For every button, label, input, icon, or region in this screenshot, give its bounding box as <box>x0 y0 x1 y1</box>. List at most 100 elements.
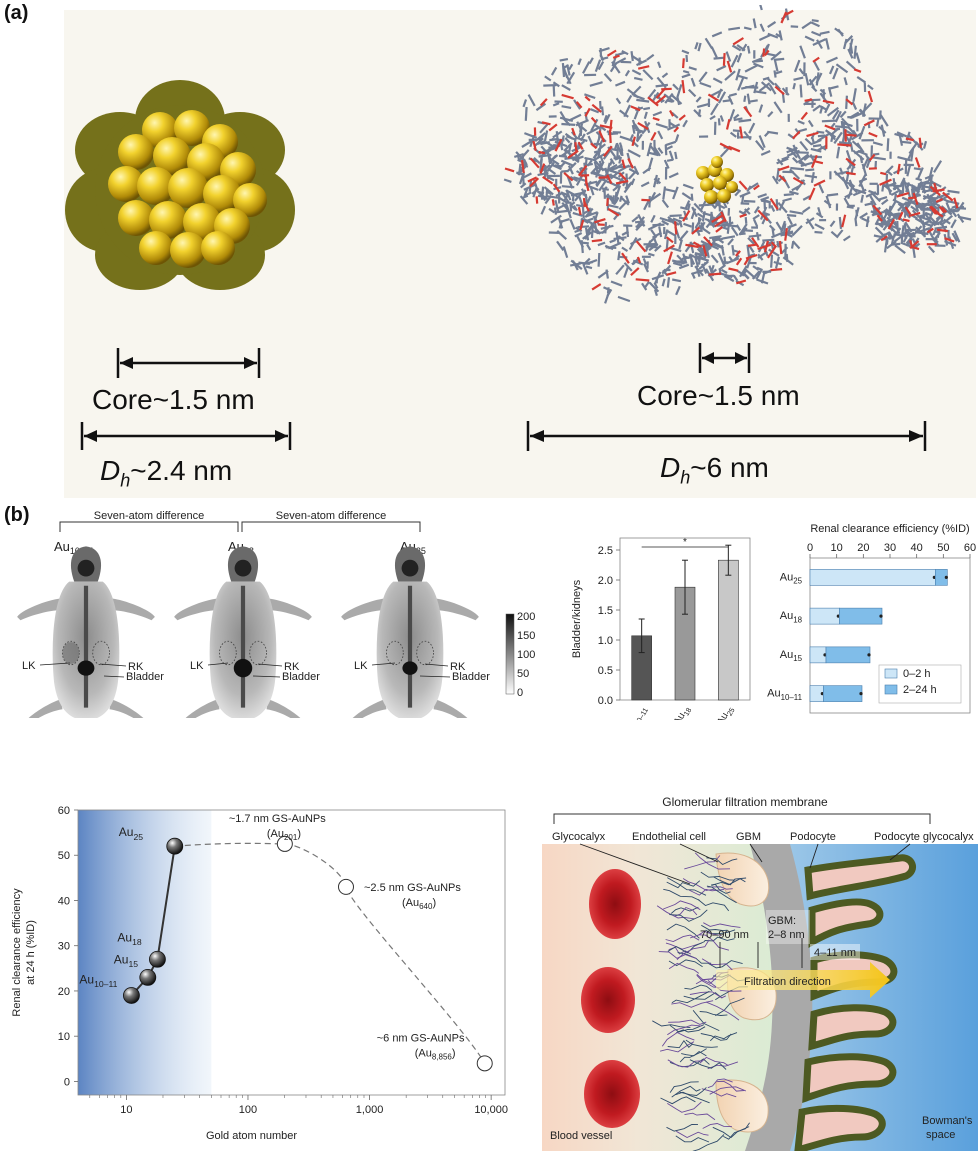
mouse-image-au10-11 <box>17 546 155 718</box>
x-tick-label: 1,000 <box>356 1104 384 1116</box>
core-size-label-right: Core~1.5 nm <box>637 380 800 411</box>
bladder-label-3: Bladder <box>452 671 490 683</box>
colorbar-tick-200: 200 <box>517 611 535 623</box>
data-point-label: Au25 <box>119 825 143 842</box>
colorbar-tick-150: 150 <box>517 630 535 642</box>
podocyte-glycocalyx-label: Podocyte glycocalyx <box>874 831 974 843</box>
fit-line-solid <box>130 846 176 997</box>
bowmans-space-label-line1: Bowman's <box>922 1115 973 1127</box>
y-tick-label: 20 <box>58 986 70 998</box>
y-tick-label: Au18 <box>780 610 803 624</box>
membrane-title: Glomerular filtration membrane <box>662 795 828 809</box>
y-tick-label: Au10–11 <box>767 688 802 702</box>
slit-size-label: 4–11 nm <box>814 947 856 959</box>
error-dot <box>879 614 883 618</box>
rk-label-2: RK <box>284 661 300 673</box>
endothelial-cell-label: Endothelial cell <box>632 831 706 843</box>
lk-label-3: LK <box>354 660 368 672</box>
bar-segment <box>823 685 863 702</box>
mouse-image-au18 <box>174 546 312 718</box>
mouse-image-au25 <box>341 546 479 718</box>
ligand-shell-structure <box>503 5 972 304</box>
significance-mark: * <box>683 537 687 548</box>
bar-segment <box>839 607 883 625</box>
blood-vessel-label: Blood vessel <box>550 1130 612 1142</box>
gold-cluster-small <box>65 80 295 290</box>
gbm-size-label-line2: 2–8 nm <box>768 929 805 941</box>
bowmans-space-label-line2: space <box>926 1129 955 1141</box>
bar-segment <box>809 569 936 586</box>
x-tick-label: 10,000 <box>474 1104 508 1116</box>
glycocalyx-label: Glycocalyx <box>552 831 606 843</box>
data-point-label: Au18 <box>117 930 141 947</box>
bar-segment <box>809 607 840 625</box>
y-tick-label: 1.0 <box>598 635 613 647</box>
colorbar-tick-50: 50 <box>517 668 529 680</box>
legend-label: 0–2 h <box>903 668 931 680</box>
filtration-arrow <box>716 962 890 998</box>
data-point-label: ~6 nm GS-AuNPs <box>377 1032 465 1044</box>
y-tick-label: Au25 <box>780 571 803 585</box>
x-tick-label: Au18 <box>672 704 693 720</box>
y-tick-label: 1.5 <box>598 605 613 617</box>
panel-a-label: (a) <box>4 2 29 24</box>
x-tick-label: 30 <box>884 542 896 554</box>
y-tick-label: 50 <box>58 850 70 862</box>
bracket-label-right: Seven-atom difference <box>276 510 386 522</box>
shaded-region <box>78 810 212 1095</box>
gbm-label: GBM <box>736 831 761 843</box>
y-axis-label-line1: Renal clearance efficiency <box>11 888 23 1017</box>
y-tick-label: 0 <box>64 1076 70 1088</box>
error-dot <box>859 692 863 696</box>
renal-clearance-hbar-chart: Renal clearance efficiency (%ID) 0 10 20 30 4… <box>767 523 976 714</box>
legend-swatch <box>884 668 898 679</box>
x-axis-label: Gold atom number <box>206 1130 297 1142</box>
colorbar-tick-100: 100 <box>517 649 535 661</box>
dimension-lines-right <box>526 343 927 451</box>
bracket-label-left: Seven-atom difference <box>94 510 204 522</box>
bar-segment <box>825 646 871 664</box>
x-tick-label: 60 <box>964 542 976 554</box>
y-tick-label: 60 <box>58 805 70 817</box>
mouse-imaging-panel: Seven-atom difference Seven-atom differe… <box>0 510 535 718</box>
data-point-open <box>276 835 293 852</box>
y-tick-label: 0.5 <box>598 665 613 677</box>
colorbar-tick-0: 0 <box>517 687 523 699</box>
bar <box>718 559 739 701</box>
y-axis-label: Bladder/kidneys <box>571 579 583 658</box>
glomerular-filtration-diagram: Filtration direction Glomerular filtrati… <box>542 795 978 1151</box>
y-axis-label-line2: at 24 h (%ID) <box>25 920 37 985</box>
colorbar <box>505 613 515 695</box>
y-tick-label: Au15 <box>780 649 803 663</box>
data-point-label: Au15 <box>114 952 138 969</box>
fenestra-size-label: 70–90 nm <box>700 929 749 941</box>
data-point-sublabel: (Au640) <box>402 897 436 911</box>
fit-line-dashed <box>174 842 486 1064</box>
bladder-label-1: Bladder <box>126 671 164 683</box>
data-point-open <box>476 1055 493 1072</box>
data-point-filled <box>149 950 166 968</box>
x-tick-label: 50 <box>937 542 949 554</box>
plot-frame <box>77 809 506 1096</box>
filtration-direction-label: Filtration direction <box>744 976 831 988</box>
chart-title: Renal clearance efficiency (%ID) <box>810 523 969 535</box>
data-point-filled <box>139 968 157 986</box>
y-tick-label: 10 <box>58 1031 70 1043</box>
lk-label-2: LK <box>190 660 204 672</box>
dh-label-right: Dh~6 nm <box>660 452 769 488</box>
bladder-label-2: Bladder <box>282 671 320 683</box>
data-point-open <box>337 878 354 895</box>
x-tick-label: 10 <box>120 1104 132 1116</box>
x-tick-label: 20 <box>857 542 869 554</box>
y-tick-label: 2.5 <box>598 545 613 557</box>
x-tick-label: 0 <box>807 542 813 554</box>
x-tick-label: Au10–11 <box>623 704 650 720</box>
rk-label-1: RK <box>128 661 144 673</box>
data-point-sublabel: (Au8,856) <box>415 1047 456 1061</box>
data-point-sublabel: (Au201) <box>267 828 301 842</box>
dimension-lines-left <box>80 348 292 450</box>
data-point-filled <box>166 837 184 855</box>
dh-label-left: Dh~2.4 nm <box>100 455 233 491</box>
rk-label-3: RK <box>450 661 466 673</box>
x-tick-label: 10 <box>831 542 843 554</box>
